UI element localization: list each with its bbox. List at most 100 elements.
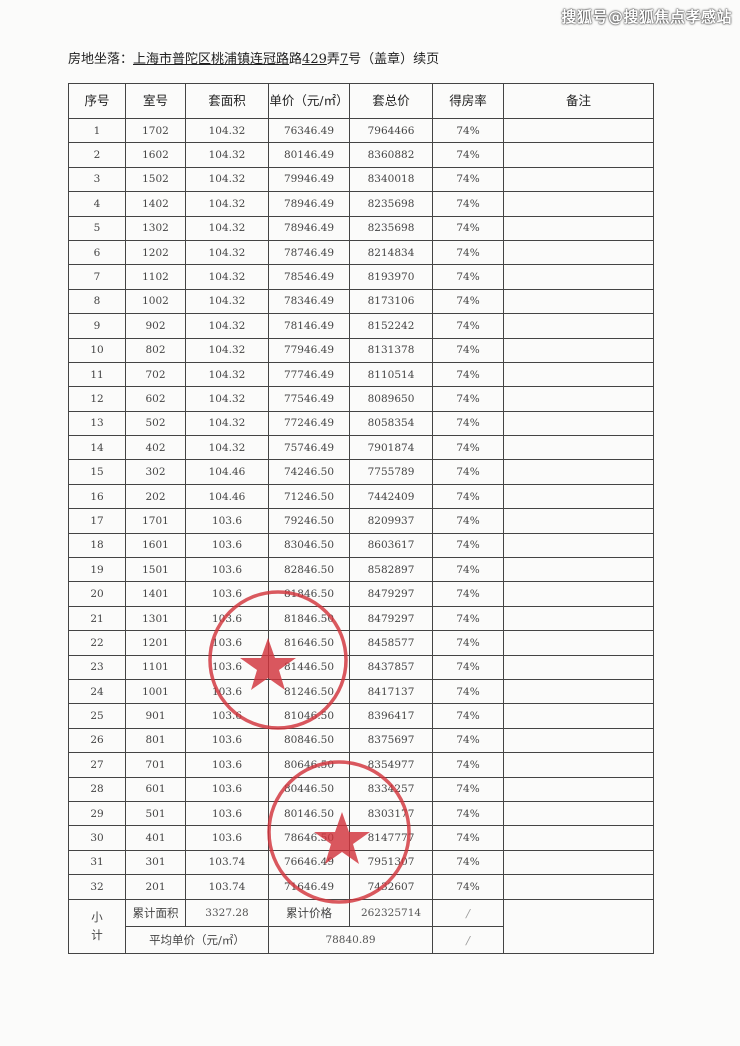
efficiency: 74% [432, 191, 504, 217]
efficiency: 74% [432, 142, 504, 168]
total-price: 8089650 [349, 386, 433, 412]
row-index: 7 [68, 264, 126, 290]
remark [503, 581, 654, 607]
cumulative-area-label: 累计面积 [125, 898, 186, 927]
total-price: 8303177 [349, 800, 433, 827]
unit-price: 81846.50 [268, 581, 350, 607]
row-index: 32 [68, 874, 126, 900]
unit-area: 103.6 [185, 557, 269, 583]
unit-price: 78746.49 [268, 239, 350, 266]
row-index: 11 [68, 361, 126, 388]
table-row: 19 1501 103.6 82846.50 8582897 74% [68, 557, 654, 583]
room-number: 402 [125, 435, 186, 461]
room-number: 401 [125, 825, 186, 851]
table-row: 3 1502 104.32 79946.49 8340018 74% [68, 166, 654, 193]
remark [503, 849, 654, 876]
room-number: 201 [125, 874, 186, 900]
remark [503, 361, 654, 388]
remark [503, 386, 654, 412]
efficiency: 74% [432, 483, 504, 510]
total-price: 8235698 [349, 191, 433, 217]
row-index: 13 [68, 410, 126, 437]
unit-price: 81646.50 [268, 630, 350, 656]
efficiency: 74% [432, 117, 504, 144]
table-row: 21 1301 103.6 81846.50 8479297 74% [68, 605, 654, 632]
efficiency: 74% [432, 166, 504, 193]
unit-area: 103.6 [185, 581, 269, 607]
unit-area: 103.6 [185, 678, 269, 705]
remark [503, 727, 654, 754]
remark [503, 410, 654, 437]
efficiency: 74% [432, 557, 504, 583]
remark [503, 313, 654, 339]
table-row: 32 201 103.74 71646.49 7432607 74% [68, 874, 654, 900]
total-price: 8340018 [349, 166, 433, 193]
unit-area: 104.32 [185, 435, 269, 461]
unit-area: 103.6 [185, 605, 269, 632]
remark [503, 117, 654, 144]
row-index: 27 [68, 752, 126, 778]
subtotal-label: 小计 [68, 898, 126, 954]
table-row: 25 901 103.6 81046.50 8396417 74% [68, 703, 654, 729]
row-index: 31 [68, 849, 126, 876]
total-price: 8396417 [349, 703, 433, 729]
efficiency: 74% [432, 239, 504, 266]
remark [503, 605, 654, 632]
unit-price: 80146.50 [268, 800, 350, 827]
table-row: 5 1302 104.32 78946.49 8235698 74% [68, 215, 654, 241]
room-number: 1302 [125, 215, 186, 241]
room-number: 1301 [125, 605, 186, 632]
efficiency: 74% [432, 532, 504, 559]
room-number: 901 [125, 703, 186, 729]
unit-price: 79246.50 [268, 508, 350, 534]
row-index: 1 [68, 117, 126, 144]
building-number: 7 [339, 52, 349, 67]
room-number: 1702 [125, 117, 186, 144]
efficiency: 74% [432, 752, 504, 778]
unit-area: 104.32 [185, 410, 269, 437]
unit-price: 81046.50 [268, 703, 350, 729]
remark [503, 191, 654, 217]
total-price: 8214834 [349, 239, 433, 266]
room-number: 702 [125, 361, 186, 388]
lane-number: 429 [302, 52, 327, 67]
remark [503, 508, 654, 534]
total-price: 8479297 [349, 605, 433, 632]
total-price: 8360882 [349, 142, 433, 168]
table-row: 12 602 104.32 77546.49 8089650 74% [68, 386, 654, 412]
remark [503, 678, 654, 705]
room-number: 1201 [125, 630, 186, 656]
total-price: 8334257 [349, 776, 433, 802]
efficiency: 74% [432, 800, 504, 827]
room-number: 1501 [125, 557, 186, 583]
remark [503, 459, 654, 485]
row-index: 15 [68, 459, 126, 485]
table-row: 23 1101 103.6 81446.50 8437857 74% [68, 654, 654, 680]
row-index: 23 [68, 654, 126, 680]
remark [503, 557, 654, 583]
total-price: 8603617 [349, 532, 433, 559]
row-index: 24 [68, 678, 126, 705]
address-line: 房地坐落：上海市普陀区桃浦镇连冠路路429弄7号（盖章）续页 [68, 52, 440, 67]
room-number: 1502 [125, 166, 186, 193]
table-row: 16 202 104.46 71246.50 7442409 74% [68, 483, 654, 510]
efficiency: 74% [432, 654, 504, 680]
table-row: 1 1702 104.32 76346.49 7964466 74% [68, 117, 654, 144]
row-index: 6 [68, 239, 126, 266]
subtotal-row-1: 小计 累计面积 3327.28 累计价格 262325714 / [68, 898, 654, 954]
room-number: 801 [125, 727, 186, 754]
unit-price: 76346.49 [268, 117, 350, 144]
efficiency: 74% [432, 727, 504, 754]
unit-price: 78946.49 [268, 191, 350, 217]
efficiency-slash: / [432, 898, 504, 927]
table-row: 27 701 103.6 80646.50 8354977 74% [68, 752, 654, 778]
efficiency: 74% [432, 361, 504, 388]
total-price: 8582897 [349, 557, 433, 583]
unit-area: 104.32 [185, 313, 269, 339]
remark [503, 264, 654, 290]
remark [503, 337, 654, 363]
unit-area: 103.6 [185, 800, 269, 827]
efficiency: 74% [432, 630, 504, 656]
unit-area: 104.46 [185, 459, 269, 485]
remark [503, 752, 654, 778]
